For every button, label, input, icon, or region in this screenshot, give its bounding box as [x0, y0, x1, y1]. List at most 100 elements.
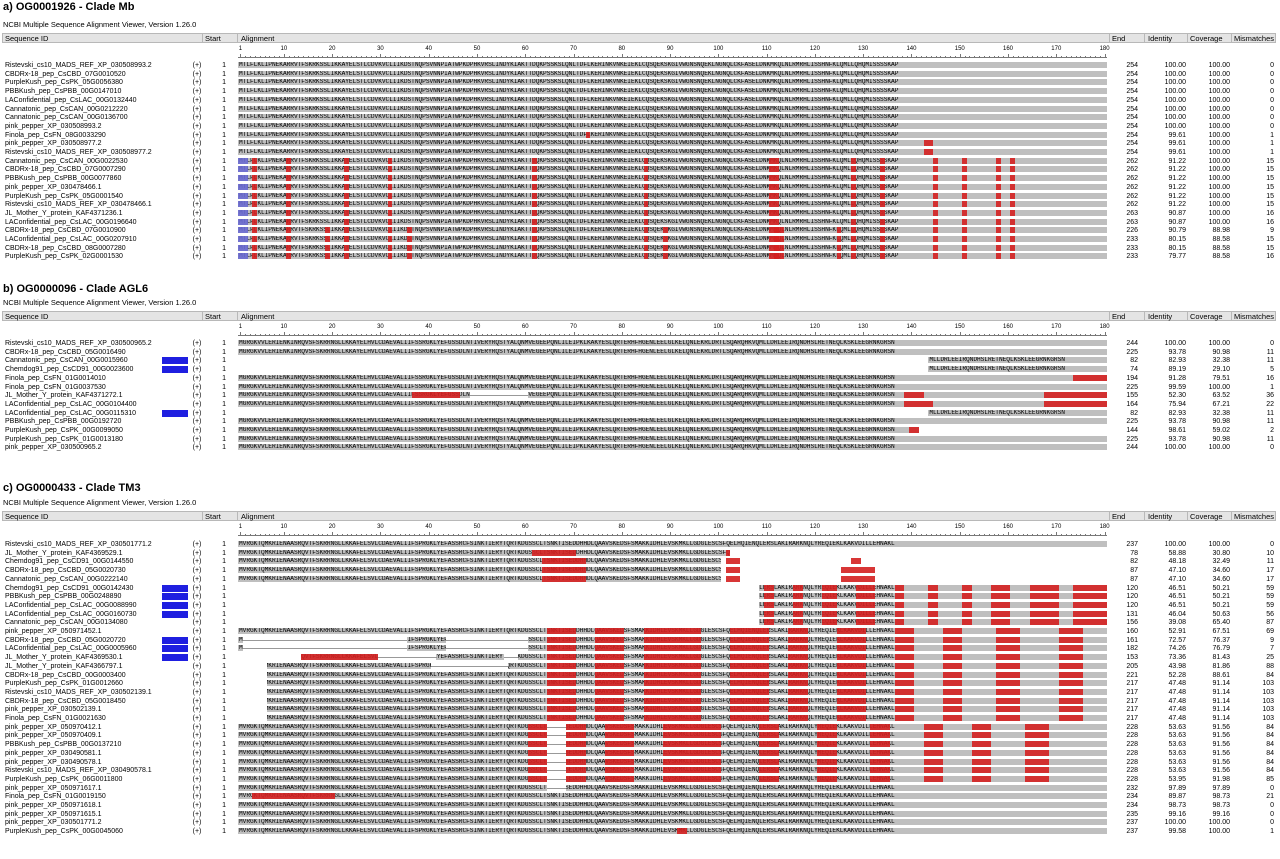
table-row[interactable]: Ristevski_cs10_MADS_REF_XP_030478466.1 (+…: [2, 200, 1276, 209]
sequence-id[interactable]: pink_pepper_XP_050971618.1: [5, 802, 102, 809]
sequence-id[interactable]: Finola_pep_CsFN_08G0033290: [5, 131, 106, 139]
sequence-id[interactable]: PurpleKush_pep_CsPK_02G0001530: [5, 253, 123, 261]
col-mismatches[interactable]: Mismatches: [1234, 312, 1275, 321]
sequence-id[interactable]: CBDRx-18_pep_CsCBD_05G0016490: [5, 348, 126, 356]
sequence-id[interactable]: LAConfidential_pep_CsLAC_00G0088990: [5, 601, 137, 609]
sequence-id[interactable]: pink_pepper_XP_030501771.2: [5, 819, 102, 827]
sequence-id[interactable]: pink_pepper_XP_030478466.1: [5, 183, 102, 191]
sequence-id[interactable]: PurpleKush_pep_CsPK_01G0013180: [5, 435, 123, 443]
table-row[interactable]: PurpleKush_pep_CsPK_01G0012660 (+) 1 217 47.…: [2, 679, 1276, 688]
table-row[interactable]: pink_pepper_XP_050971615.1 (+) 1 235 99.16 99…: [2, 810, 1276, 819]
sequence-id[interactable]: Ristevski_cs10_MADS_REF_XP_030500965.2: [5, 340, 152, 347]
table-row[interactable]: PBBKush_pep_CsPBB_00G0248890 (+) 1 120 46.51…: [2, 592, 1276, 601]
table-row[interactable]: Chemdog91_pep_CsCD91_00G0142430 (+) 1 120 46…: [2, 584, 1276, 593]
table-row[interactable]: PurpleKush_pep_CsPK_00G0099050 (+) 1 144 98.…: [2, 426, 1276, 435]
sequence-id[interactable]: LAConfidential_pep_CsLAC_00G0207910: [5, 236, 137, 243]
sequence-id[interactable]: Finola_pep_CsFN_01G0037530: [5, 383, 106, 391]
table-row[interactable]: Cannatonic_pep_CsCAN_00G0022530 (+) 1 262 91…: [2, 157, 1276, 166]
sequence-id[interactable]: Ristevski_cs10_MADS_REF_XP_030502139.1: [5, 688, 152, 696]
table-row[interactable]: pink_pepper_XP_050970412.1 (+) 1 228 53.63 91…: [2, 723, 1276, 732]
sequence-id[interactable]: CBDRx-18_pep_CsCBD_00G0003400: [5, 671, 126, 679]
table-row[interactable]: pink_pepper_XP_030490581.1 (+) 1 228 53.63 91…: [2, 749, 1276, 758]
sequence-id[interactable]: Cannatonic_pep_CsCAN_00G0136700: [5, 114, 128, 122]
table-row[interactable]: pink_pepper_XP_050971618.1 (+) 1 234 98.73 98…: [2, 801, 1276, 810]
sequence-id[interactable]: Cannatonic_pep_CsCAN_00G0212220: [5, 105, 128, 113]
table-row[interactable]: pink_pepper_XP_030478466.1 (+) 1 262 91.22 10…: [2, 183, 1276, 192]
table-row[interactable]: CBDRx-18_pep_CsCBD_07G0010900 (+) 1 226 90.7…: [2, 226, 1276, 235]
sequence-id[interactable]: pink_pepper_XP_030500965.2: [5, 444, 102, 452]
sequence-id[interactable]: LAConfidential_pep_CsLAC_00G0104400: [5, 400, 137, 408]
sequence-id[interactable]: Cannatonic_pep_CsCAN_00G0222140: [5, 575, 128, 583]
sequence-id[interactable]: JL_Mother_Y_protein_KAF4371236.1: [5, 209, 123, 217]
sequence-id[interactable]: Chemdog91_pep_CsCD91_00G0144550: [5, 558, 134, 566]
table-row[interactable]: CBDRx-18_pep_CsCBD_07G0010520 (+) 1 254 100.…: [2, 70, 1276, 79]
sequence-id[interactable]: CBDRx-18_pep_CsCBD_05G0020720: [5, 636, 126, 644]
sequence-id[interactable]: JL_Mother_Y_protein_KAF4369530.1: [5, 654, 123, 662]
table-row[interactable]: Ristevski_cs10_MADS_REF_XP_030502139.1 (+…: [2, 688, 1276, 697]
col-sequence-id[interactable]: Sequence ID: [5, 512, 49, 521]
table-row[interactable]: pink_pepper_XP_030508977.2 (+) 1 254 99.61 10…: [2, 139, 1276, 148]
table-row[interactable]: Chemdog91_pep_CsCD91_00G0023600 (+) 1 74 89.…: [2, 365, 1276, 374]
col-alignment[interactable]: Alignment: [241, 34, 275, 43]
sequence-id[interactable]: Cannatonic_pep_CsCAN_00G0022530: [5, 157, 128, 165]
col-end[interactable]: End: [1112, 34, 1126, 43]
table-row[interactable]: CBDRx-18_pep_CsCBD_05G0018450 (+) 1 217 47.4…: [2, 697, 1276, 706]
sequence-id[interactable]: Chemdog91_pep_CsCD91_00G0142430: [5, 584, 134, 592]
sequence-id[interactable]: LAConfidential_pep_CsLAC_00G0132440: [5, 96, 137, 104]
table-row[interactable]: Ristevski_cs10_MADS_REF_XP_030501771.2 (+…: [2, 540, 1276, 549]
table-row[interactable]: LAConfidential_pep_CsLAC_00G0160730 (+) 1 1…: [2, 610, 1276, 619]
sequence-id[interactable]: PurpleKush_pep_CsPK_05G0001540: [5, 192, 123, 200]
table-row[interactable]: LAConfidential_pep_CsLAC_00G0196640 (+) 1 2…: [2, 218, 1276, 227]
sequence-id[interactable]: pink_pepper_XP_050971617.1: [5, 784, 102, 792]
sequence-id[interactable]: pink_pepper_XP_050970412.1: [5, 723, 102, 731]
table-row[interactable]: pink_pepper_XP_030500965.2 (+) 1 244 100.00 1…: [2, 443, 1276, 452]
sequence-id[interactable]: PurpleKush_pep_CsPK_06G0011800: [5, 775, 123, 783]
sequence-id[interactable]: Chemdog91_pep_CsCD91_00G0023600: [5, 366, 134, 374]
col-coverage[interactable]: Coverage: [1190, 34, 1223, 43]
sequence-id[interactable]: CBDRx-18_pep_CsCBD_07G0010520: [5, 70, 126, 78]
sequence-id[interactable]: JL_Mother_Y_protein_KAF4366797.1: [5, 662, 123, 670]
sequence-id[interactable]: pink_pepper_XP_050971615.1: [5, 810, 102, 818]
sequence-id[interactable]: CBDRx-18_pep_CsCBD_07G0010900: [5, 227, 126, 235]
table-row[interactable]: pink_pepper_XP_030501771.2 (+) 1 237 100.00 1…: [2, 818, 1276, 827]
table-row[interactable]: PurpleKush_pep_CsPK_05G0056380 (+) 1 254 100…: [2, 78, 1276, 87]
table-row[interactable]: CBDRx-18_pep_CsCBD_05G0020730 (+) 1 87 47.10…: [2, 566, 1276, 575]
table-row[interactable]: LAConfidential_pep_CsLAC_00G0115310 (+) 1 8…: [2, 409, 1276, 418]
table-row[interactable]: JL_Mother_Y_protein_KAF4371272.1 (+) 1 155 5…: [2, 391, 1276, 400]
table-row[interactable]: PurpleKush_pep_CsPK_05G0001540 (+) 1 262 91.…: [2, 192, 1276, 201]
sequence-id[interactable]: Finola_pep_CsFN_01G0021630: [5, 715, 106, 722]
table-row[interactable]: CBDRx-18_pep_CsCBD_08G0007280 (+) 1 233 80.1…: [2, 244, 1276, 253]
col-end[interactable]: End: [1112, 312, 1126, 321]
sequence-id[interactable]: LAConfidential_pep_CsLAC_00G0160730: [5, 610, 137, 618]
table-row[interactable]: CBDRx-18_pep_CsCBD_05G0020720 (+) 1 161 72.5…: [2, 636, 1276, 645]
sequence-id[interactable]: CBDRx-18_pep_CsCBD_05G0020730: [5, 567, 126, 575]
table-row[interactable]: pink_pepper_XP_030508993.2 (+) 1 254 100.00 1…: [2, 122, 1276, 131]
sequence-id[interactable]: Cannatonic_pep_CsCAN_00G0015960: [5, 357, 128, 365]
sequence-id[interactable]: LAConfidential_pep_CsLAC_00G0005960: [5, 645, 137, 653]
sequence-id[interactable]: pink_pepper_XP_030490581.1: [5, 749, 102, 757]
col-alignment[interactable]: Alignment: [241, 312, 275, 321]
sequence-id[interactable]: JL_Mother_Y_protein_KAF4371272.1: [5, 392, 123, 400]
sequence-id[interactable]: LAConfidential_pep_CsLAC_00G0196640: [5, 218, 137, 226]
sequence-id[interactable]: Cannatonic_pep_CsCAN_00G0134080: [5, 619, 128, 627]
sequence-id[interactable]: PBBKush_pep_CsPBB_00G0248890: [5, 593, 122, 601]
table-row[interactable]: pink_pepper_XP_030490578.1 (+) 1 228 53.63 91…: [2, 758, 1276, 767]
table-row[interactable]: LAConfidential_pep_CsLAC_00G0207910 (+) 1 2…: [2, 235, 1276, 244]
col-start[interactable]: Start: [205, 34, 221, 43]
sequence-id[interactable]: CBDRx-18_pep_CsCBD_05G0018450: [5, 697, 126, 705]
sequence-id[interactable]: pink_pepper_XP_050971452.1: [5, 628, 102, 635]
table-row[interactable]: pink_pepper_XP_030502139.1 (+) 1 217 47.48 91…: [2, 705, 1276, 714]
table-row[interactable]: pink_pepper_XP_050971452.1 (+) 1 160 52.91 67…: [2, 627, 1276, 636]
col-end[interactable]: End: [1112, 512, 1126, 521]
col-alignment[interactable]: Alignment: [241, 512, 275, 521]
table-row[interactable]: JL_Mother_Y_protein_KAF4369529.1 (+) 1 78 58…: [2, 549, 1276, 558]
table-row[interactable]: Cannatonic_pep_CsCAN_00G0136700 (+) 1 254 10…: [2, 113, 1276, 122]
table-row[interactable]: Finola_pep_CsFN_01G0019150 (+) 1 234 89.87 98…: [2, 792, 1276, 801]
table-row[interactable]: pink_pepper_XP_050971617.1 (+) 1 232 97.89 97…: [2, 784, 1276, 793]
table-row[interactable]: Ristevski_cs10_MADS_REF_XP_030508993.2 (+…: [2, 61, 1276, 70]
col-sequence-id[interactable]: Sequence ID: [5, 34, 49, 43]
col-start[interactable]: Start: [205, 312, 221, 321]
table-row[interactable]: JL_Mother_Y_protein_KAF4371236.1 (+) 1 263 9…: [2, 209, 1276, 218]
sequence-id[interactable]: pink_pepper_XP_030502139.1: [5, 706, 102, 714]
table-row[interactable]: Finola_pep_CsFN_01G0021630 (+) 1 217 47.48 91…: [2, 714, 1276, 723]
